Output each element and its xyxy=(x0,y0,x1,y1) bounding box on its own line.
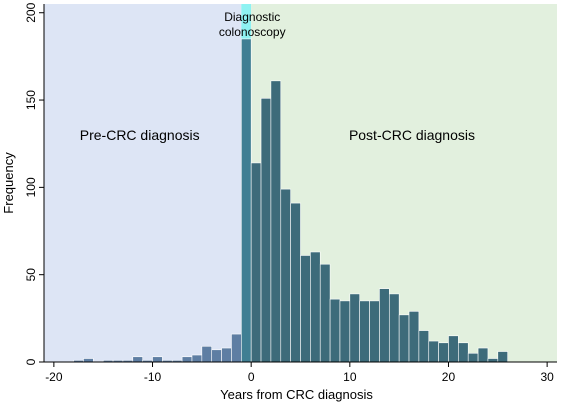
bar-35 xyxy=(418,330,430,363)
x-tick-label: -10 xyxy=(144,370,162,384)
bar-25 xyxy=(319,263,331,363)
bar-18 xyxy=(250,162,262,363)
bar-21 xyxy=(280,188,291,363)
bar-8 xyxy=(152,356,163,363)
labels: Pre-CRC diagnosis Post-CRC diagnosis Dia… xyxy=(1,10,475,402)
bar-19 xyxy=(260,98,272,363)
bar-42 xyxy=(487,358,499,363)
bar-20 xyxy=(270,80,282,363)
bar-17 xyxy=(241,38,252,363)
x-axis-title: Years from CRC diagnosis xyxy=(220,387,373,402)
y-tick-label: 100 xyxy=(24,177,38,197)
bar-15 xyxy=(221,347,232,363)
bar-32 xyxy=(388,293,400,363)
bar-1 xyxy=(83,358,94,363)
y-tick-label: 50 xyxy=(24,268,38,282)
bar-33 xyxy=(398,314,410,363)
bar-38 xyxy=(448,335,459,363)
bar-22 xyxy=(290,202,301,363)
bar-28 xyxy=(349,293,360,363)
y-tick-label: 150 xyxy=(24,90,38,110)
y-ticks: 0 50 100 150 200 xyxy=(24,2,44,365)
axes xyxy=(43,4,557,363)
bar-34 xyxy=(408,311,420,363)
bar-39 xyxy=(458,342,469,363)
bar-37 xyxy=(438,342,449,363)
bar-13 xyxy=(201,345,213,363)
bar-43 xyxy=(497,351,508,363)
x-tick-label: 30 xyxy=(540,370,554,384)
x-tick-label: 10 xyxy=(343,370,357,384)
x-ticks: -20 -10 0 10 20 30 xyxy=(45,362,554,384)
y-tick-label: 0 xyxy=(24,358,38,365)
bar-14 xyxy=(211,349,222,363)
bar-31 xyxy=(379,288,390,363)
x-tick-label: -20 xyxy=(45,370,63,384)
bar-6 xyxy=(132,356,143,363)
bar-12 xyxy=(191,354,203,363)
region-label-pre: Pre-CRC diagnosis xyxy=(80,127,200,143)
bar-41 xyxy=(477,347,489,363)
bar-16 xyxy=(231,333,242,363)
bar-40 xyxy=(467,352,479,363)
bar-36 xyxy=(428,340,439,363)
y-tick-label: 200 xyxy=(24,2,38,22)
annotation-diagnostic: Diagnostic xyxy=(224,10,280,24)
bar-29 xyxy=(359,300,370,363)
region-label-post: Post-CRC diagnosis xyxy=(349,127,475,143)
bar-26 xyxy=(329,298,341,363)
x-tick-label: 20 xyxy=(442,370,456,384)
y-axis-title: Frequency xyxy=(1,152,16,214)
bar-11 xyxy=(181,356,193,363)
x-tick-label: 0 xyxy=(248,370,255,384)
region-band-0 xyxy=(44,4,242,362)
bar-30 xyxy=(369,300,380,363)
bar-27 xyxy=(339,300,351,363)
annotation-colonoscopy: colonoscopy xyxy=(219,25,286,39)
bar-23 xyxy=(300,255,311,363)
bar-24 xyxy=(310,251,321,363)
